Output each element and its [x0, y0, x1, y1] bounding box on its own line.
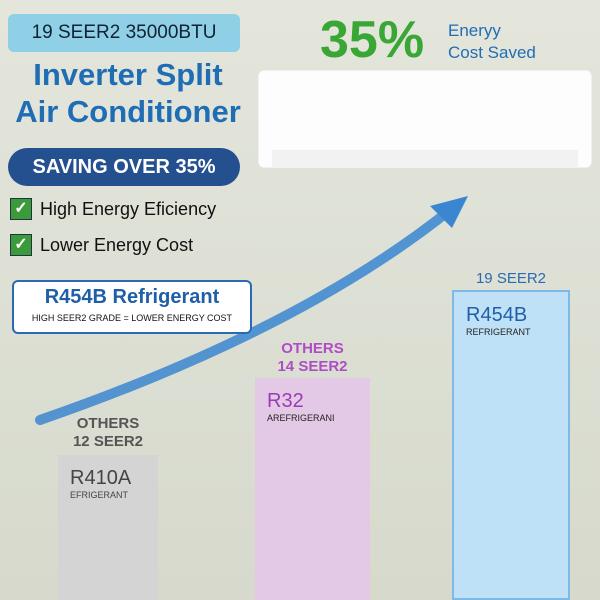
header-line: 14 SEER2	[277, 358, 348, 375]
column-name: R410A	[70, 467, 132, 489]
feature-text: Lower Energy Cost	[40, 234, 194, 255]
check-icon: ✓	[10, 234, 32, 256]
column-header: OTHERS 14 SEER2	[255, 340, 370, 376]
percent-label: Eneryy Cost Saved	[448, 20, 536, 64]
label-line: Cost Saved	[448, 43, 536, 62]
refrigerant-box: R454B Refrigerant HIGH SEER2 GRADE = LOWE…	[12, 280, 252, 334]
column-name: R32	[267, 390, 304, 412]
column-sub: AREFRIGERANI	[267, 413, 335, 423]
header-line: OTHERS	[76, 415, 140, 432]
column: R32 AREFRIGERANI	[255, 378, 370, 600]
ac-vent	[272, 150, 578, 168]
percent: 35%	[320, 11, 425, 69]
saving-pill: SAVING OVER 35%	[8, 148, 240, 186]
feature: ✓ High Energy Eficiency	[10, 198, 216, 220]
title: Inverter Split Air Conditioner	[8, 56, 248, 130]
title-line: Inverter Split	[33, 57, 223, 92]
header-line: OTHERS	[281, 340, 344, 357]
box-title: R454B Refrigerant	[44, 286, 220, 308]
badge: 19 SEER2 35000BTU	[8, 14, 240, 52]
check-icon: ✓	[10, 198, 32, 220]
header-line: 12 SEER2	[72, 433, 144, 450]
box-subtitle: HIGH SEER2 GRADE = LOWER ENERGY COST	[31, 313, 233, 323]
title-line: Air Conditioner	[15, 94, 241, 129]
column: R454B REFRIGERANT	[452, 290, 570, 600]
column-header: 19 SEER2	[452, 270, 570, 288]
column-sub: REFRIGERANT	[466, 327, 531, 337]
arrow-head	[430, 196, 468, 228]
column: R410A EFRIGERANT	[58, 455, 158, 600]
column-header: OTHERS 12 SEER2	[58, 415, 158, 451]
label-line: Eneryy	[448, 21, 501, 40]
growth-arrow	[35, 205, 455, 425]
column-sub: EFRIGERANT	[70, 490, 129, 500]
column-name: R454B	[466, 304, 528, 326]
header-line: 19 SEER2	[475, 270, 547, 287]
feature: ✓ Lower Energy Cost	[10, 234, 193, 256]
feature-text: High Energy Eficiency	[40, 198, 217, 219]
